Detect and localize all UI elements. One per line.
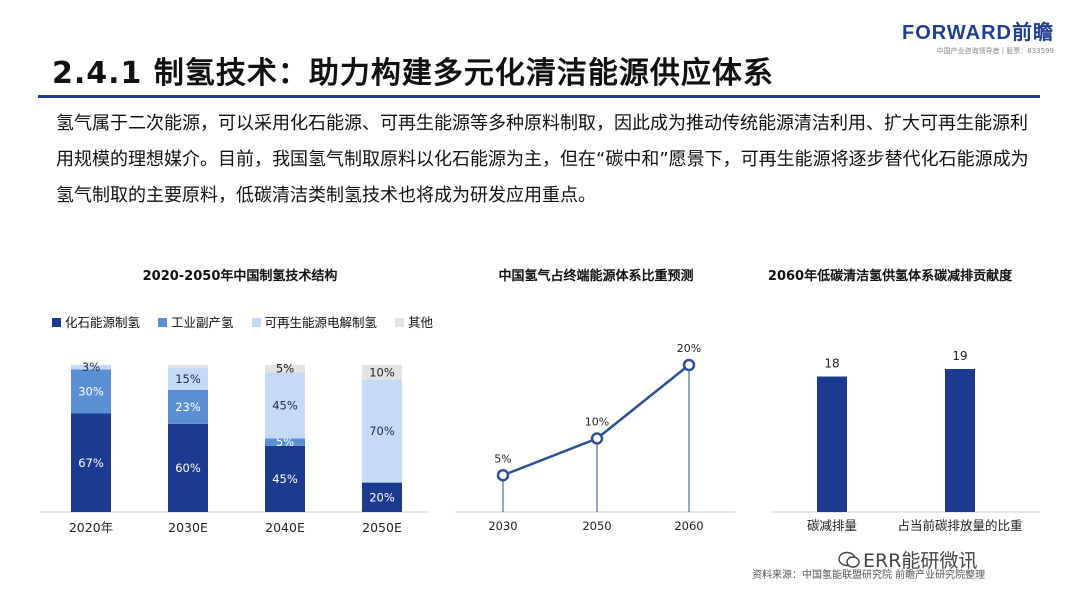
bar-segment-4-1 — [362, 482, 402, 512]
logo-tagline: 中国产业咨询领导者 | 股票：833599 — [936, 47, 1054, 55]
segment-label-3-3: 45% — [272, 398, 298, 412]
x-tick-2: 2050 — [582, 519, 611, 533]
bar-segment-3-4 — [265, 365, 305, 373]
segment-label-1-2: 30% — [78, 384, 104, 398]
legend-label-other: 其他 — [408, 315, 434, 330]
bar-segment-2-2 — [168, 389, 208, 424]
data-point-3 — [682, 358, 696, 372]
legend-item-fossil: 化石能源制氢 — [52, 312, 140, 331]
bar-segment-3-1 — [265, 445, 305, 512]
bar-label-2: 19 — [952, 349, 967, 363]
legend-label-industrial: 工业副产氢 — [171, 315, 234, 330]
x-tick-3: 2040E — [265, 520, 305, 535]
segment-label-3-2: 5% — [276, 435, 294, 449]
bar-segment-2-4 — [168, 365, 208, 368]
chart1-title: 2020-2050年中国制氢技术结构 — [142, 269, 338, 284]
segment-label-4-4: 10% — [369, 365, 395, 379]
segment-label-2-3: 15% — [175, 372, 201, 386]
bar-segment-1-2 — [71, 369, 111, 414]
x-tick-1: 碳减排量 — [807, 518, 857, 533]
x-tick-1: 2020年 — [69, 520, 113, 535]
bar-label-1: 18 — [824, 357, 839, 371]
chart1-legend: 化石能源制氢 工业副产氢 可再生能源电解制氢 其他 — [52, 312, 447, 331]
segment-label-4-1: 20% — [369, 490, 395, 504]
segment-label-2-1: 60% — [175, 461, 201, 475]
x-tick-1: 2030 — [488, 519, 517, 533]
bar-1 — [817, 376, 847, 512]
legend-label-fossil: 化石能源制氢 — [65, 315, 141, 330]
body-paragraph: 氢气属于二次能源，可以采用化石能源、可再生能源等多种原料制取，因此成为推动传统能… — [56, 113, 1029, 206]
bar-segment-2-1 — [168, 423, 208, 512]
x-tick-2: 2030E — [168, 520, 208, 535]
bar-segment-2-3 — [168, 367, 208, 390]
bar-2 — [945, 369, 975, 512]
data-point-1 — [496, 469, 510, 482]
watermark-text: ERR能研微讯 — [863, 550, 978, 572]
source-note: 资料来源：中国氢能联盟研究院 前瞻产业研究院整理 — [752, 570, 986, 581]
segment-label-3-1: 45% — [272, 472, 298, 486]
point-label-1: 5% — [494, 452, 511, 465]
logo-wordmark: FORWARD前瞻 — [902, 22, 1054, 44]
legend-swatch-industrial — [158, 318, 167, 327]
legend-item-industrial: 工业副产氢 — [158, 312, 234, 331]
legend-label-renewable: 可再生能源电解制氢 — [264, 315, 378, 330]
legend-swatch-other — [395, 318, 404, 327]
wechat-watermark: ERR能研微讯 — [838, 546, 977, 573]
legend-item-other: 其他 — [395, 312, 433, 331]
bar-segment-1-3 — [71, 365, 111, 370]
bar-segment-4-4 — [362, 365, 402, 380]
wechat-icon — [838, 551, 860, 568]
bar-segment-4-3 — [362, 379, 402, 483]
segment-label-1-3: 3% — [82, 360, 100, 374]
x-tick-2: 占当前碳排放量的比重 — [897, 518, 1022, 533]
bar-segment-3-2 — [265, 438, 305, 446]
segment-label-4-3: 70% — [369, 424, 395, 438]
legend-swatch-fossil — [52, 318, 61, 327]
segment-label-3-4: 5% — [276, 362, 294, 376]
forward-logo: FORWARD前瞻 中国产业咨询领导者 | 股票：833599 — [902, 16, 1054, 56]
chart1-stacked-bar: 67% 30% 3% 2020年 60% 23% 15% 2030E 45% 5% 45% 5% 204… — [40, 360, 430, 535]
chart2-title: 中国氢气占终端能源体系比重预测 — [498, 269, 694, 284]
segment-label-2-2: 23% — [175, 400, 201, 414]
page-title: 2.4.1 制氢技术：助力构建多元化清洁能源供应体系 — [52, 56, 774, 91]
bar-segment-1-1 — [71, 413, 111, 512]
legend-swatch-renewable — [251, 318, 261, 327]
bar-segment-3-3 — [265, 372, 305, 439]
chart3-title: 2060年低碳清洁氢供氢体系碳减排贡献度 — [767, 269, 1013, 284]
legend-item-renewable: 可再生能源电解制氢 — [251, 312, 378, 331]
point-label-2: 10% — [585, 416, 609, 429]
x-tick-4: 2050E — [362, 520, 402, 535]
chart3-bar: 18 碳减排量 19 占当前碳排放量的比重 — [770, 349, 1040, 533]
point-label-3: 20% — [677, 342, 701, 355]
x-tick-3: 2060 — [674, 519, 703, 533]
chart2-line: 5% 2030 10% 2050 20% 2060 — [455, 342, 735, 533]
segment-label-1-1: 67% — [78, 456, 104, 470]
data-point-2 — [590, 432, 604, 445]
title-divider — [38, 95, 1040, 98]
